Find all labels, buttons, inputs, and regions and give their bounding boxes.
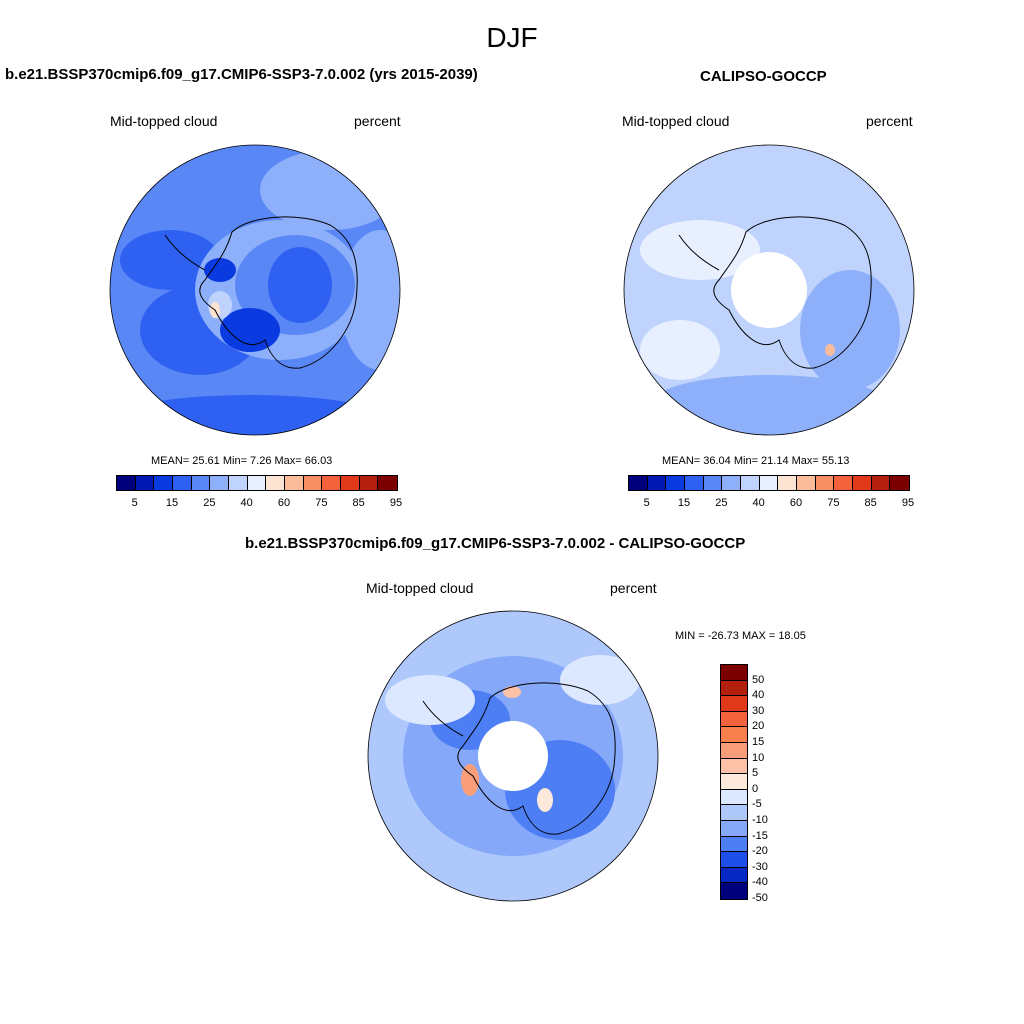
colorbar-swatch [721, 665, 747, 681]
colorbar-swatch [721, 758, 747, 775]
colorbar-swatch [721, 711, 747, 728]
colorbar-swatch [378, 476, 397, 490]
colorbar-swatch [834, 476, 853, 490]
panel1-variable: Mid-topped cloud [110, 113, 218, 129]
colorbar-tick-label: 0 [752, 782, 759, 795]
colorbar-tick-label: 20 [752, 720, 765, 733]
panel2-units: percent [866, 113, 913, 129]
colorbar-tick-label: 10 [752, 751, 765, 764]
colorbar-tick-label: 40 [752, 689, 765, 702]
colorbar-tick-label: 25 [203, 497, 216, 509]
colorbar-swatch [815, 476, 835, 490]
colorbar-swatch [722, 476, 741, 490]
colorbar-swatch [721, 836, 747, 853]
colorbar-swatch [721, 774, 747, 790]
colorbar-swatch [210, 476, 229, 490]
colorbar-tick-label: 5 [131, 497, 138, 509]
colorbar-tick-label: -40 [752, 876, 768, 889]
colorbar-swatch [721, 805, 747, 821]
colorbar-swatch [154, 476, 173, 490]
panel2-stats: MEAN= 36.04 Min= 21.14 Max= 55.13 [662, 455, 850, 467]
colorbar-swatch [796, 476, 816, 490]
panel3-variable: Mid-topped cloud [366, 580, 474, 596]
panel3-colorbar [720, 664, 748, 900]
colorbar-swatch [778, 476, 797, 490]
panel1-colorbar [116, 475, 398, 491]
panel3-map [368, 611, 658, 901]
colorbar-swatch [284, 476, 304, 490]
colorbar-swatch [890, 476, 909, 490]
colorbar-tick-label: 15 [752, 736, 765, 748]
panel3-title: b.e21.BSSP370cmip6.f09_g17.CMIP6-SSP3-7.… [245, 535, 746, 552]
colorbar-swatch [172, 476, 192, 490]
colorbar-tick-label: 60 [277, 497, 291, 509]
panel1-stats: MEAN= 25.61 Min= 7.26 Max= 66.03 [151, 455, 333, 467]
colorbar-swatch [759, 476, 779, 490]
colorbar-swatch [721, 727, 747, 743]
colorbar-swatch [852, 476, 872, 490]
colorbar-tick-label: 15 [165, 497, 179, 509]
colorbar-swatch [721, 883, 747, 899]
colorbar-swatch [303, 476, 323, 490]
colorbar-tick-label: 40 [240, 497, 253, 509]
colorbar-tick-label: 30 [752, 704, 765, 717]
colorbar-swatch [247, 476, 267, 490]
colorbar-tick-label: 5 [752, 767, 759, 780]
colorbar-tick-label: -20 [752, 845, 768, 858]
colorbar-tick-label: 95 [389, 497, 403, 509]
colorbar-swatch [721, 742, 747, 759]
panel1-units: percent [354, 113, 401, 129]
colorbar-tick-label: 25 [715, 497, 728, 509]
colorbar-tick-label: -30 [752, 860, 768, 873]
colorbar-swatch [871, 476, 891, 490]
colorbar-tick-label: 15 [677, 497, 691, 509]
colorbar-tick-label: 95 [901, 497, 915, 509]
panel2-colorbar [628, 475, 910, 491]
colorbar-tick-label: 60 [789, 497, 803, 509]
colorbar-swatch [340, 476, 360, 490]
colorbar-swatch [721, 696, 747, 712]
colorbar-swatch [135, 476, 155, 490]
colorbar-swatch [322, 476, 341, 490]
colorbar-swatch [721, 867, 747, 884]
colorbar-swatch [721, 680, 747, 697]
figure-title: DJF [486, 22, 538, 53]
panel2-map [624, 145, 914, 435]
colorbar-tick-label: -5 [752, 798, 762, 811]
colorbar-swatch [666, 476, 685, 490]
colorbar-tick-label: 40 [752, 497, 765, 509]
colorbar-swatch [228, 476, 248, 490]
colorbar-tick-label: 5 [643, 497, 650, 509]
colorbar-swatch [647, 476, 667, 490]
colorbar-swatch [117, 476, 136, 490]
colorbar-tick-label: -50 [752, 892, 768, 904]
colorbar-swatch [740, 476, 760, 490]
colorbar-tick-label: 75 [827, 497, 840, 509]
colorbar-swatch [191, 476, 211, 490]
panel2-title: CALIPSO-GOCCP [700, 68, 827, 85]
colorbar-swatch [629, 476, 648, 490]
panel2-variable: Mid-topped cloud [622, 113, 730, 129]
colorbar-tick-label: 75 [315, 497, 328, 509]
panel3-stats: MIN = -26.73 MAX = 18.05 [675, 630, 806, 642]
colorbar-tick-label: 85 [864, 497, 877, 509]
colorbar-swatch [721, 820, 747, 837]
colorbar-tick-label: 50 [752, 673, 765, 686]
colorbar-swatch [359, 476, 379, 490]
panel1-map [110, 145, 400, 435]
panel1-title: b.e21.BSSP370cmip6.f09_g17.CMIP6-SSP3-7.… [5, 66, 478, 83]
colorbar-tick-label: -10 [752, 814, 768, 826]
colorbar-swatch [266, 476, 285, 490]
colorbar-swatch [721, 852, 747, 868]
colorbar-swatch [721, 789, 747, 806]
panel3-units: percent [610, 580, 657, 596]
colorbar-tick-label: 85 [352, 497, 365, 509]
colorbar-swatch [684, 476, 704, 490]
colorbar-swatch [703, 476, 723, 490]
colorbar-tick-label: -15 [752, 829, 768, 842]
